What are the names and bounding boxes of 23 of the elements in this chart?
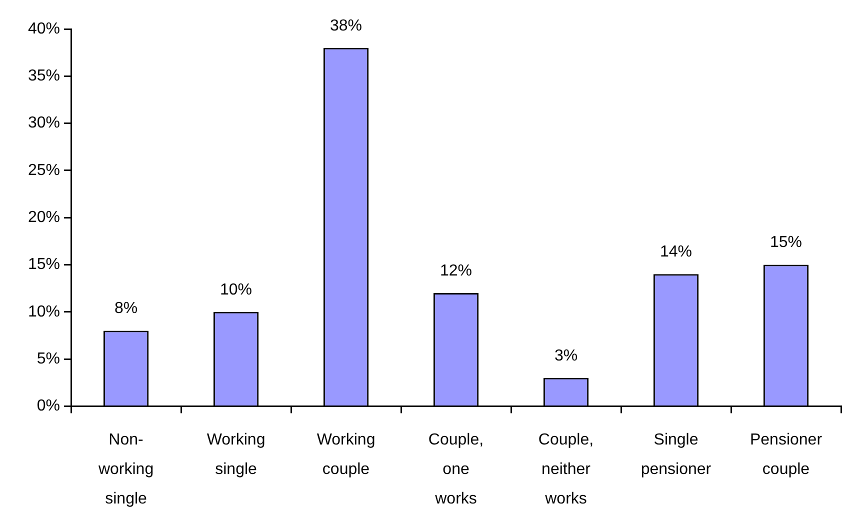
x-tick-label: Working couple — [316, 431, 376, 478]
data-label: 3% — [554, 347, 578, 364]
y-tick-label: 0% — [36, 398, 60, 415]
data-label: 14% — [660, 244, 692, 261]
x-tick-label: Working single — [206, 431, 266, 478]
y-tick-label: 35% — [28, 68, 60, 85]
y-tick-label: 25% — [28, 162, 60, 179]
y-tick-label: 15% — [28, 256, 60, 274]
x-tick-label: Couple, neither works — [538, 431, 594, 508]
y-tick-label: 30% — [28, 114, 60, 132]
y-tick-label: 40% — [28, 20, 60, 38]
data-label: 12% — [440, 262, 472, 280]
y-tick-label: 5% — [36, 350, 60, 368]
x-tick-label: Single pensioner — [640, 431, 712, 478]
x-tick-label: Pensioner couple — [750, 431, 823, 478]
x-tick-label: Non-working single — [97, 431, 154, 508]
x-tick-label: Couple, one works — [428, 431, 484, 508]
data-label: 8% — [114, 300, 138, 318]
data-label: 10% — [220, 281, 252, 298]
y-tick-label: 10% — [28, 303, 60, 320]
y-tick-label: 20% — [28, 209, 60, 226]
data-label: 38% — [330, 17, 362, 34]
data-label: 15% — [770, 234, 802, 252]
